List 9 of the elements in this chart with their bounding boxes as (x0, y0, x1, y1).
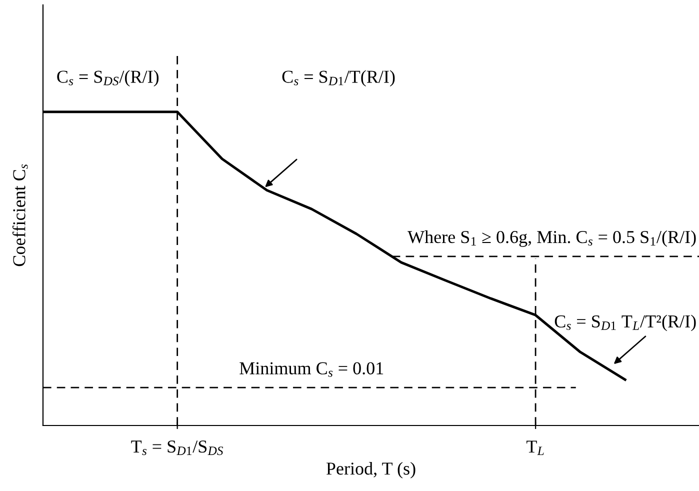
annotation: Minimum C$_{s}$ = 0.01 (240, 362, 384, 377)
y-axis-title: Coefficient C$_{s}$ (12, 164, 28, 266)
annotation: C$_{s}$ = S$_{D1}$ T$_{L}$/T²(R/I) (554, 314, 696, 332)
x-tick-label: T$_{L}$ (526, 440, 544, 456)
text: C$_{s}$ = S$_{D1}$/T(R/I) (282, 70, 395, 87)
x-axis-title: Period, T (s) (326, 462, 416, 478)
x-tick-label: T$_{s}$ = S$_{D1}$/S$_{DS}$ (131, 440, 224, 456)
annotation: Where S$_{1}$ ≥ 0.6g, Min. C$_{s}$ = 0.5 S$_{1}$/(R/I) (408, 230, 696, 247)
text: C$_{s}$ = S$_{DS}$/(R/I) (57, 70, 159, 87)
